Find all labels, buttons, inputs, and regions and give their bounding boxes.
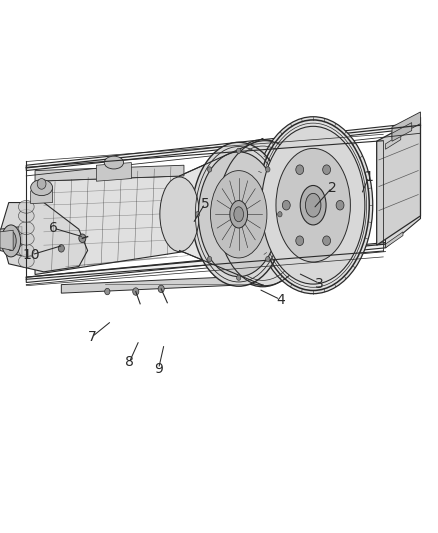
Ellipse shape: [276, 148, 350, 262]
Ellipse shape: [160, 177, 199, 252]
Polygon shape: [35, 165, 184, 181]
Circle shape: [265, 167, 270, 172]
Circle shape: [133, 288, 139, 295]
Ellipse shape: [254, 117, 373, 294]
Polygon shape: [0, 230, 13, 251]
Circle shape: [296, 165, 304, 174]
Ellipse shape: [18, 209, 34, 222]
Text: 3: 3: [315, 277, 324, 290]
Text: 5: 5: [201, 197, 209, 211]
Text: 1: 1: [364, 170, 373, 184]
Polygon shape: [392, 112, 420, 139]
Polygon shape: [0, 203, 88, 272]
Polygon shape: [31, 189, 53, 204]
Circle shape: [37, 179, 46, 189]
Circle shape: [195, 212, 200, 217]
Ellipse shape: [305, 193, 321, 217]
Polygon shape: [35, 176, 184, 274]
Ellipse shape: [31, 180, 53, 196]
Ellipse shape: [211, 171, 267, 258]
Ellipse shape: [192, 142, 286, 286]
Polygon shape: [96, 163, 131, 181]
Circle shape: [208, 167, 212, 172]
Polygon shape: [385, 125, 420, 248]
Ellipse shape: [198, 152, 279, 277]
Polygon shape: [26, 243, 385, 282]
Ellipse shape: [1, 225, 21, 257]
Polygon shape: [61, 275, 272, 293]
Ellipse shape: [300, 185, 326, 225]
Text: 10: 10: [23, 248, 40, 262]
Circle shape: [323, 165, 331, 174]
Ellipse shape: [261, 126, 365, 284]
Circle shape: [265, 256, 270, 262]
Text: 9: 9: [154, 362, 163, 376]
Ellipse shape: [230, 200, 247, 228]
Text: 8: 8: [125, 356, 134, 369]
Circle shape: [79, 234, 86, 243]
Polygon shape: [180, 139, 263, 285]
Polygon shape: [377, 117, 420, 245]
Polygon shape: [385, 232, 403, 248]
Circle shape: [283, 200, 290, 210]
Ellipse shape: [18, 255, 34, 268]
Circle shape: [105, 288, 110, 295]
Circle shape: [278, 212, 282, 217]
Circle shape: [237, 275, 241, 280]
Circle shape: [58, 245, 64, 252]
Circle shape: [336, 200, 344, 210]
Ellipse shape: [215, 140, 310, 287]
Circle shape: [323, 236, 331, 246]
Circle shape: [237, 148, 241, 154]
Ellipse shape: [6, 231, 16, 251]
Ellipse shape: [18, 244, 34, 257]
Circle shape: [296, 236, 304, 246]
Circle shape: [158, 285, 164, 293]
Polygon shape: [26, 123, 420, 171]
Text: 7: 7: [88, 330, 96, 344]
Polygon shape: [392, 123, 412, 141]
Ellipse shape: [234, 207, 244, 222]
Ellipse shape: [18, 222, 34, 235]
Ellipse shape: [18, 200, 34, 213]
Text: 6: 6: [49, 221, 58, 235]
Polygon shape: [385, 134, 401, 149]
Polygon shape: [0, 227, 22, 256]
Circle shape: [208, 256, 212, 262]
Ellipse shape: [104, 156, 124, 169]
Ellipse shape: [18, 232, 34, 245]
Text: 4: 4: [276, 293, 285, 306]
Text: 2: 2: [328, 181, 336, 195]
